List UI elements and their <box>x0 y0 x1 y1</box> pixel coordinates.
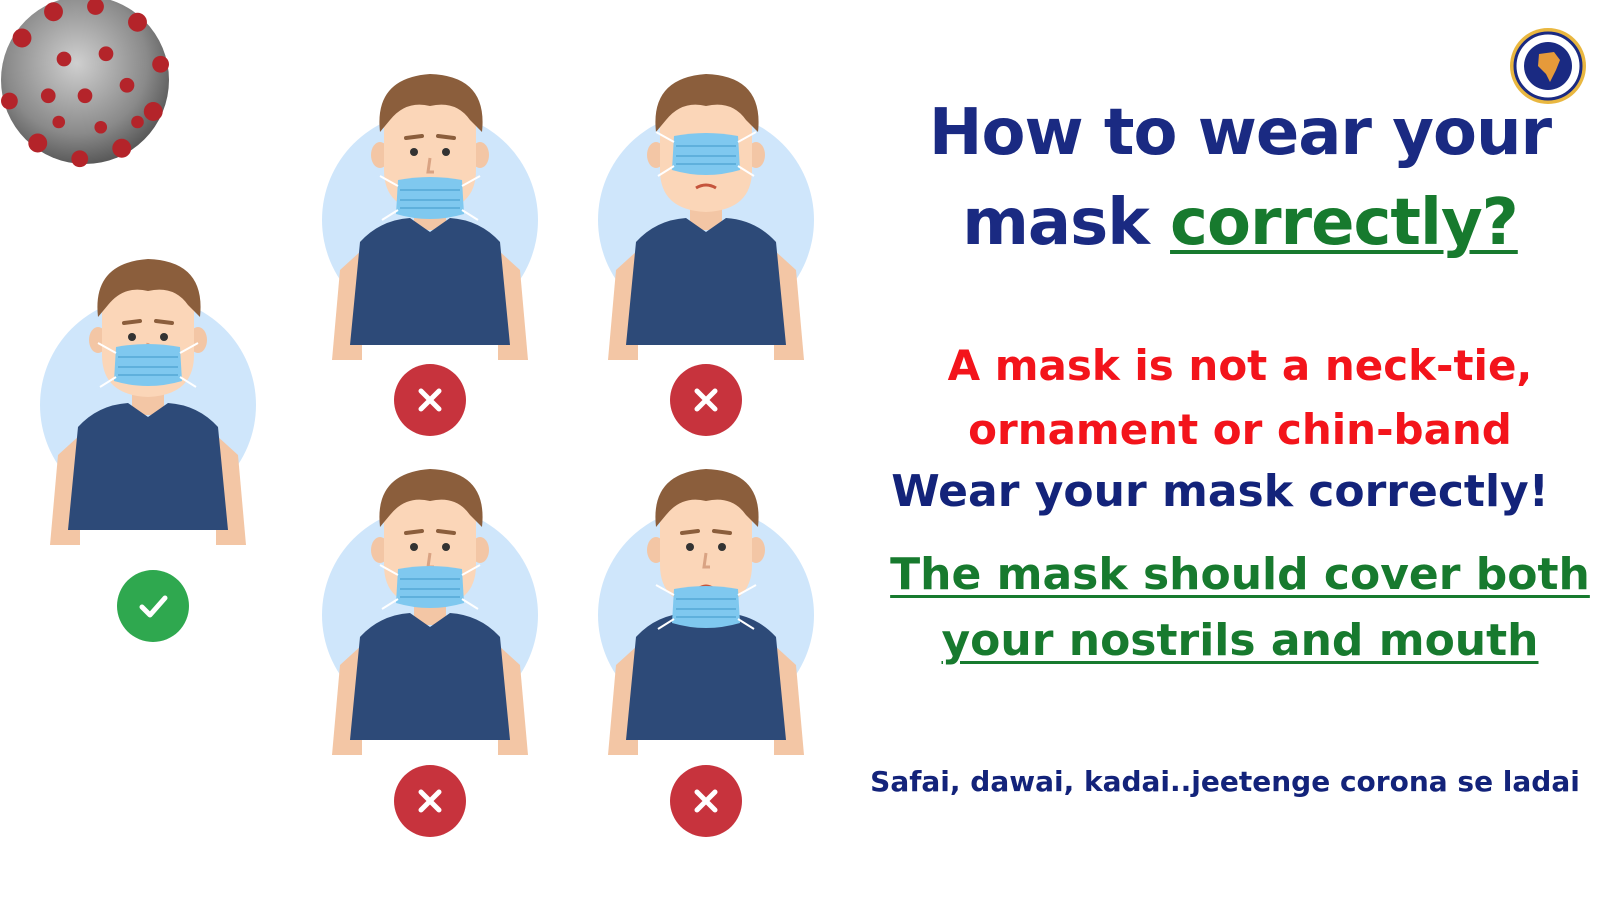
emblem-icon <box>1510 28 1586 104</box>
status-wrong-chin <box>394 364 466 436</box>
check-icon <box>139 595 168 618</box>
coronavirus-icon <box>1 0 169 168</box>
not-neck-tie-line-2: ornament or chin-band <box>968 405 1512 454</box>
cross-icon <box>418 388 442 412</box>
figure-mask-below-mouth <box>586 465 826 755</box>
cross-icon <box>418 789 442 813</box>
cover-line-2: your nostrils and mouth <box>941 615 1539 666</box>
figure-mask-mouth-only <box>310 465 550 755</box>
title-highlight: correctly? <box>1170 186 1519 260</box>
title-line-2-prefix: mask <box>962 186 1150 260</box>
status-wrong-eyes <box>670 364 742 436</box>
slogan: Safai, dawai, kadai..jeetenge corona se … <box>870 765 1580 798</box>
title-line-1: How to wear your <box>928 96 1552 170</box>
not-neck-tie-message: A mask is not a neck-tie, ornament or ch… <box>880 334 1600 462</box>
status-correct <box>117 570 189 642</box>
cover-message: The mask should cover both your nostrils… <box>880 542 1600 674</box>
status-wrong-lower <box>670 765 742 837</box>
cross-icon <box>694 789 718 813</box>
status-wrong-mouth <box>394 765 466 837</box>
wear-correctly-message: Wear your mask correctly! <box>891 466 1549 517</box>
not-neck-tie-line-1: A mask is not a neck-tie, <box>947 341 1533 390</box>
cover-line-1: The mask should cover both <box>890 549 1590 600</box>
page-title: How to wear your mask correctly? <box>880 88 1600 268</box>
cross-icon <box>694 388 718 412</box>
title-line-2: mask correctly? <box>880 178 1600 268</box>
figure-mask-under-chin <box>310 70 550 360</box>
figure-correct <box>28 255 268 545</box>
figure-mask-over-eyes <box>586 70 826 360</box>
